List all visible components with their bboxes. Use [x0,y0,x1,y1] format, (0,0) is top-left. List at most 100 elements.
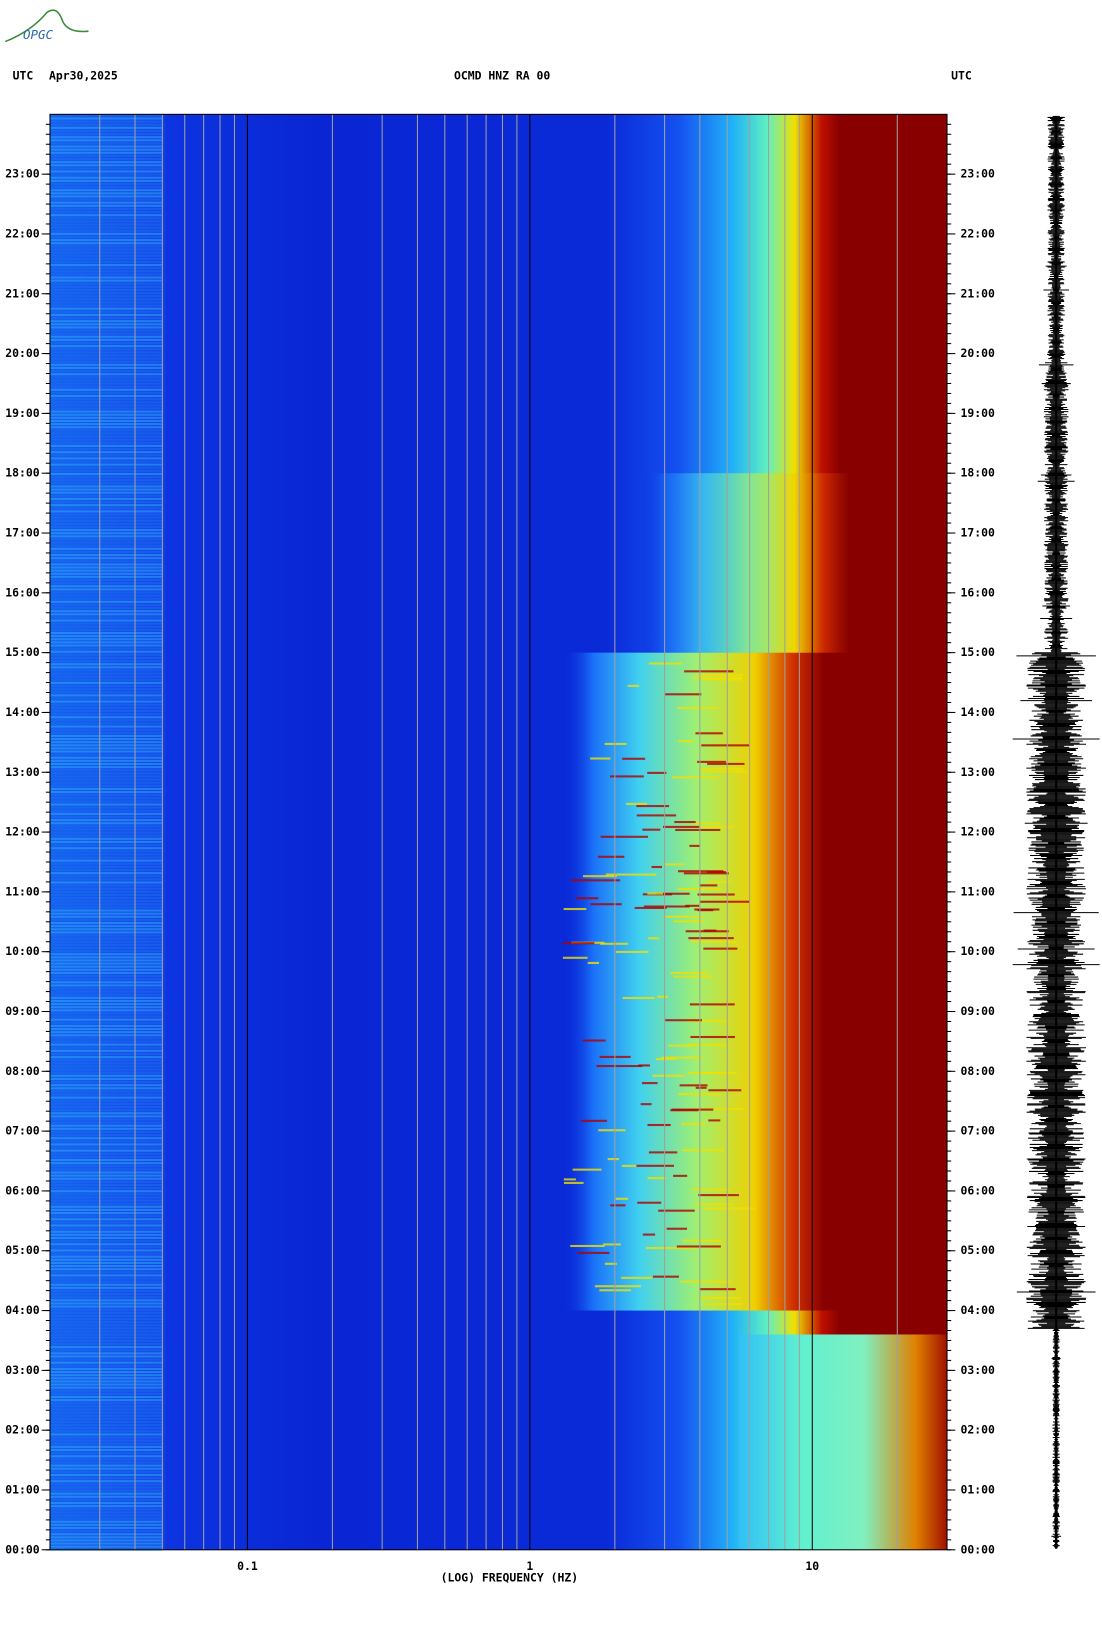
spectrogram-stripe [49,457,163,460]
x-tick-label: 10 [805,1559,819,1573]
spectrogram-stripe [49,522,163,525]
spectrogram-stripe [49,1374,163,1377]
spectrogram-stripe [49,762,163,766]
spectrogram-stripe [49,423,163,426]
spectrogram-stripe [49,469,163,472]
spectrogram-stripe [49,582,163,585]
spectrogram-stripe [49,934,163,937]
spectrogram-stripe [49,1071,163,1074]
spectrogram-stripe [49,1477,163,1480]
spectrogram-streak [692,676,743,679]
spectrogram-streak [636,1164,675,1167]
spectrogram-stripe [49,126,163,129]
spectrogram-streak [704,1303,743,1306]
spectrogram-streak [661,1056,703,1059]
y-tick-label: 08:00 [5,1064,40,1078]
spectrogram-streak [656,892,690,895]
spectrogram-stripe [49,432,163,435]
spectrogram-stripe [49,376,163,379]
y-tick-label: 20:00 [961,346,996,360]
spectrogram-stripe [49,725,163,728]
spectrogram-stripe [49,357,163,360]
spectrogram-streak [622,996,655,1000]
spectrogram-stripe [49,890,163,893]
spectrogram-stripe [49,351,163,354]
spectrogram-stripe [49,931,163,934]
spectrogram-streak [658,1209,695,1212]
spectrogram-stripe [49,1430,163,1433]
spectrogram-stripe [49,1059,163,1062]
spectrogram-stripe [49,235,163,239]
spectrogram-stripe [49,1517,163,1520]
spectrogram-stripe [49,1274,163,1277]
spectrogram-stripe [49,1542,163,1545]
spectrogram-stripe [49,1115,163,1118]
spectrogram-stripe [49,647,163,650]
spectrogram-stripe [49,613,163,616]
y-tick-label: 00:00 [5,1542,40,1556]
spectrogram-stripe [49,260,163,263]
y-tick-label: 07:00 [5,1124,40,1138]
y-tick-label: 01:00 [961,1482,996,1496]
spectrogram-stripe [49,603,163,606]
spectrogram-stripe [49,1202,163,1205]
spectrogram-stripe [49,946,163,950]
spectrogram-stripe [49,354,163,357]
spectrogram-streak [602,1243,621,1246]
spectrogram-stripe [49,1127,163,1130]
spectrogram-stripe [49,1006,163,1009]
y-tick-label: 22:00 [961,226,996,240]
spectrogram-streak [689,1003,735,1006]
spectrogram-stripe [49,479,163,482]
spectrogram-stripe [49,454,163,457]
spectrogram-stripe [49,1255,163,1258]
spectrogram-stripe [49,1028,163,1031]
spectrogram-stripe [49,154,163,157]
spectrogram-streak [675,828,721,832]
spectrogram-stripe [49,800,163,803]
spectrogram-streak [657,995,669,998]
spectrogram-stripe [49,298,163,301]
spectrogram-stripe [49,631,163,635]
spectrogram-stripe [49,1327,163,1330]
y-tick-label: 12:00 [5,825,40,839]
y-tick-label: 16:00 [961,585,996,599]
spectrogram-stripe [49,560,163,563]
spectrogram-stripe [49,1299,163,1302]
y-tick-label: 09:00 [5,1004,40,1018]
spectrogram-streak [604,1262,617,1265]
spectrogram-stripe [49,872,163,875]
spectrogram-stripe [49,1464,163,1467]
y-tick-label: 13:00 [961,765,996,779]
spectrogram-stripe [49,1280,163,1283]
spectrogram-stripe [49,391,163,394]
spectrogram-streak [600,835,648,838]
spectrogram-stripe [49,912,163,915]
spectrogram-stripe [49,1511,163,1514]
spectrogram-streak [697,1071,737,1075]
spectrogram-stripe [49,1442,163,1445]
spectrogram-stripe [49,1018,163,1021]
spectrogram-stripe [49,1433,163,1436]
spectrogram-stripe [49,1171,163,1174]
spectrogram-stripe [49,660,163,663]
spectrogram-stripe [49,781,163,784]
spectrogram-stripe [49,1498,163,1501]
spectrogram-stripe [49,1215,163,1218]
spectrogram-stripe [49,176,163,179]
spectrogram-stripe [49,1495,163,1498]
spectrogram-stripe [49,928,163,931]
spectrogram-stripe [49,822,163,825]
spectrogram-streak [622,757,646,760]
spectrogram-stripe [49,366,163,370]
spectrogram-stripe [49,993,163,996]
spectrogram-streak [687,1043,726,1046]
spectrogram-stripe [49,981,163,984]
spectrogram-stripe [49,1043,163,1046]
spectrogram-stripe [49,697,163,700]
spectrogram-stripe [49,694,163,697]
spectrogram-stripe [49,897,163,900]
spectrogram-stripe [49,1230,163,1233]
x-tick-label: 1 [526,1559,533,1573]
